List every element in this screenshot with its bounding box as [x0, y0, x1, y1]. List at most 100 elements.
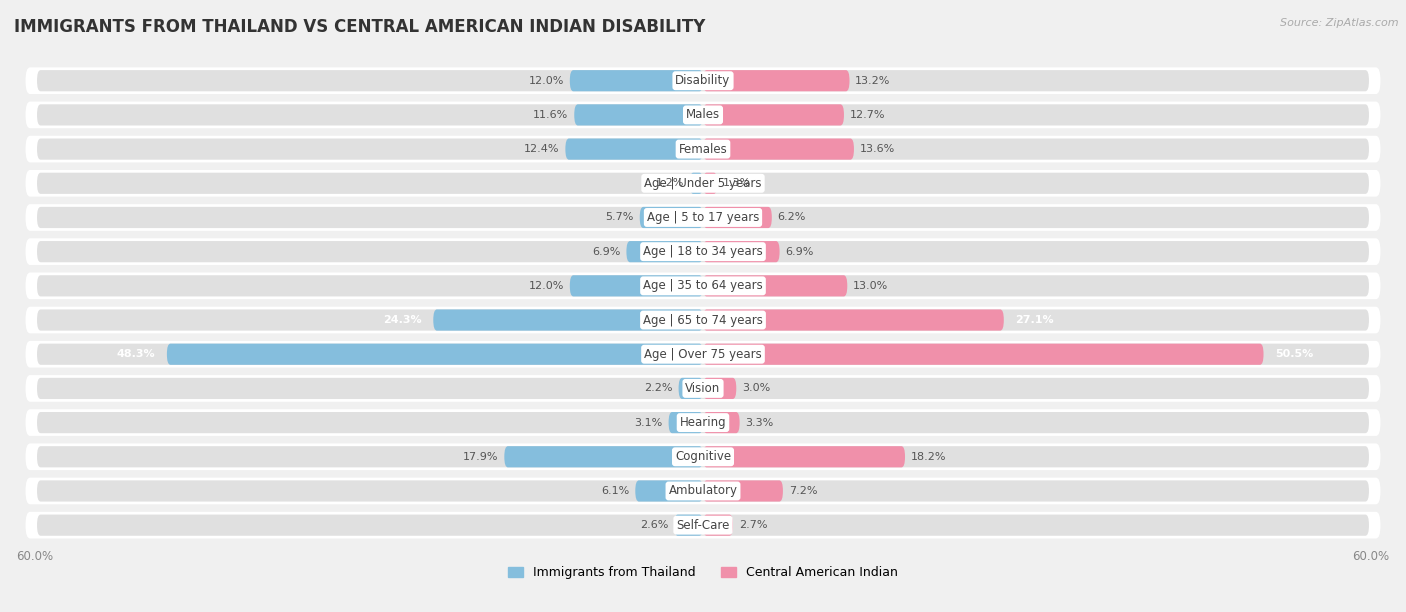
FancyBboxPatch shape — [703, 412, 740, 433]
Text: 3.0%: 3.0% — [742, 383, 770, 394]
FancyBboxPatch shape — [37, 207, 1369, 228]
Text: 6.1%: 6.1% — [602, 486, 630, 496]
FancyBboxPatch shape — [25, 477, 1381, 504]
FancyBboxPatch shape — [25, 238, 1381, 265]
Text: 24.3%: 24.3% — [384, 315, 422, 325]
FancyBboxPatch shape — [703, 207, 772, 228]
FancyBboxPatch shape — [703, 104, 844, 125]
Text: Age | 65 to 74 years: Age | 65 to 74 years — [643, 313, 763, 327]
FancyBboxPatch shape — [703, 70, 849, 91]
Text: 12.0%: 12.0% — [529, 281, 564, 291]
Text: 48.3%: 48.3% — [117, 349, 156, 359]
Text: 13.0%: 13.0% — [853, 281, 889, 291]
Text: Age | 5 to 17 years: Age | 5 to 17 years — [647, 211, 759, 224]
FancyBboxPatch shape — [25, 307, 1381, 334]
Text: Vision: Vision — [685, 382, 721, 395]
FancyBboxPatch shape — [37, 480, 1369, 502]
FancyBboxPatch shape — [25, 67, 1381, 94]
FancyBboxPatch shape — [703, 241, 779, 263]
FancyBboxPatch shape — [37, 378, 1369, 399]
FancyBboxPatch shape — [37, 70, 1369, 91]
FancyBboxPatch shape — [669, 412, 703, 433]
FancyBboxPatch shape — [574, 104, 703, 125]
Text: 7.2%: 7.2% — [789, 486, 817, 496]
FancyBboxPatch shape — [569, 275, 703, 296]
FancyBboxPatch shape — [37, 241, 1369, 263]
FancyBboxPatch shape — [703, 480, 783, 502]
FancyBboxPatch shape — [679, 378, 703, 399]
FancyBboxPatch shape — [25, 204, 1381, 231]
FancyBboxPatch shape — [25, 512, 1381, 539]
FancyBboxPatch shape — [703, 446, 905, 468]
FancyBboxPatch shape — [673, 515, 703, 536]
FancyBboxPatch shape — [505, 446, 703, 468]
Text: 6.2%: 6.2% — [778, 212, 806, 223]
FancyBboxPatch shape — [565, 138, 703, 160]
FancyBboxPatch shape — [37, 138, 1369, 160]
FancyBboxPatch shape — [37, 446, 1369, 468]
Text: Age | 18 to 34 years: Age | 18 to 34 years — [643, 245, 763, 258]
FancyBboxPatch shape — [37, 343, 1369, 365]
Legend: Immigrants from Thailand, Central American Indian: Immigrants from Thailand, Central Americ… — [503, 561, 903, 584]
Text: 6.9%: 6.9% — [592, 247, 620, 256]
Text: Hearing: Hearing — [679, 416, 727, 429]
FancyBboxPatch shape — [703, 378, 737, 399]
FancyBboxPatch shape — [37, 310, 1369, 330]
FancyBboxPatch shape — [25, 341, 1381, 368]
Text: 13.6%: 13.6% — [859, 144, 896, 154]
Text: 60.0%: 60.0% — [1353, 550, 1389, 563]
FancyBboxPatch shape — [25, 136, 1381, 162]
FancyBboxPatch shape — [25, 409, 1381, 436]
Text: 5.7%: 5.7% — [606, 212, 634, 223]
Text: Males: Males — [686, 108, 720, 121]
FancyBboxPatch shape — [37, 104, 1369, 125]
Text: Age | 35 to 64 years: Age | 35 to 64 years — [643, 279, 763, 293]
Text: 11.6%: 11.6% — [533, 110, 568, 120]
FancyBboxPatch shape — [703, 310, 1004, 330]
Text: 6.9%: 6.9% — [786, 247, 814, 256]
Text: 3.1%: 3.1% — [634, 417, 662, 428]
Text: 17.9%: 17.9% — [463, 452, 499, 462]
FancyBboxPatch shape — [569, 70, 703, 91]
Text: Source: ZipAtlas.com: Source: ZipAtlas.com — [1281, 18, 1399, 28]
Text: 18.2%: 18.2% — [911, 452, 946, 462]
Text: 2.7%: 2.7% — [738, 520, 768, 530]
FancyBboxPatch shape — [25, 444, 1381, 470]
Text: 13.2%: 13.2% — [855, 76, 890, 86]
Text: 3.3%: 3.3% — [745, 417, 773, 428]
Text: Disability: Disability — [675, 74, 731, 88]
FancyBboxPatch shape — [25, 375, 1381, 401]
Text: Self-Care: Self-Care — [676, 518, 730, 532]
FancyBboxPatch shape — [690, 173, 703, 194]
Text: Age | Over 75 years: Age | Over 75 years — [644, 348, 762, 360]
FancyBboxPatch shape — [37, 275, 1369, 296]
Text: Females: Females — [679, 143, 727, 155]
FancyBboxPatch shape — [703, 343, 1264, 365]
Text: 2.6%: 2.6% — [640, 520, 668, 530]
Text: 1.3%: 1.3% — [723, 178, 751, 188]
Text: 50.5%: 50.5% — [1275, 349, 1313, 359]
FancyBboxPatch shape — [25, 102, 1381, 129]
FancyBboxPatch shape — [167, 343, 703, 365]
Text: IMMIGRANTS FROM THAILAND VS CENTRAL AMERICAN INDIAN DISABILITY: IMMIGRANTS FROM THAILAND VS CENTRAL AMER… — [14, 18, 706, 36]
Text: 12.0%: 12.0% — [529, 76, 564, 86]
FancyBboxPatch shape — [37, 412, 1369, 433]
FancyBboxPatch shape — [25, 170, 1381, 196]
Text: Cognitive: Cognitive — [675, 450, 731, 463]
FancyBboxPatch shape — [627, 241, 703, 263]
FancyBboxPatch shape — [636, 480, 703, 502]
Text: 60.0%: 60.0% — [17, 550, 53, 563]
FancyBboxPatch shape — [703, 138, 853, 160]
Text: Age | Under 5 years: Age | Under 5 years — [644, 177, 762, 190]
FancyBboxPatch shape — [25, 272, 1381, 299]
Text: 12.7%: 12.7% — [849, 110, 886, 120]
Text: 2.2%: 2.2% — [644, 383, 673, 394]
Text: Ambulatory: Ambulatory — [668, 485, 738, 498]
FancyBboxPatch shape — [37, 515, 1369, 536]
FancyBboxPatch shape — [37, 173, 1369, 194]
FancyBboxPatch shape — [640, 207, 703, 228]
FancyBboxPatch shape — [703, 515, 733, 536]
FancyBboxPatch shape — [703, 173, 717, 194]
Text: 12.4%: 12.4% — [524, 144, 560, 154]
Text: 27.1%: 27.1% — [1015, 315, 1054, 325]
